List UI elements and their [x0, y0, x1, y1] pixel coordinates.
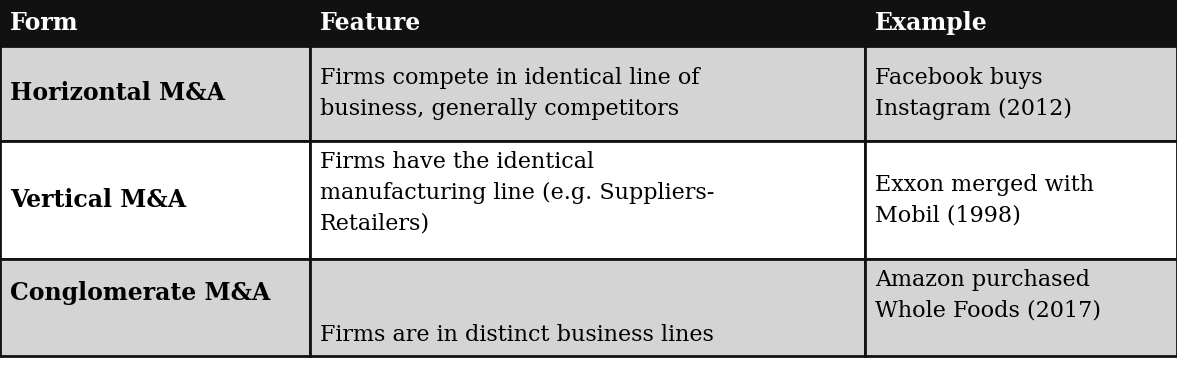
Text: Exxon merged with
Mobil (1998): Exxon merged with Mobil (1998) [875, 174, 1095, 226]
Text: Horizontal M&A: Horizontal M&A [9, 81, 225, 106]
Bar [310, 0, 865, 46]
Bar [310, 259, 865, 356]
Text: Conglomerate M&A: Conglomerate M&A [9, 281, 271, 305]
Bar [865, 259, 1177, 356]
Text: Amazon purchased
Whole Foods (2017): Amazon purchased Whole Foods (2017) [875, 269, 1102, 321]
Text: Firms are in distinct business lines: Firms are in distinct business lines [319, 324, 713, 346]
Bar [865, 0, 1177, 46]
Text: Form: Form [9, 11, 79, 35]
Text: Firms have the identical
manufacturing line (e.g. Suppliers-
Retailers): Firms have the identical manufacturing l… [319, 151, 714, 234]
Text: Vertical M&A: Vertical M&A [9, 188, 186, 212]
Bar [0, 259, 310, 356]
Bar [0, 141, 310, 259]
Bar [310, 46, 865, 141]
Text: Facebook buys
Instagram (2012): Facebook buys Instagram (2012) [875, 67, 1072, 120]
Bar [865, 46, 1177, 141]
Bar [0, 0, 310, 46]
Bar [0, 46, 310, 141]
Text: Example: Example [875, 11, 988, 35]
Bar [310, 141, 865, 259]
Bar [865, 141, 1177, 259]
Text: Feature: Feature [319, 11, 421, 35]
Text: Firms compete in identical line of
business, generally competitors: Firms compete in identical line of busin… [319, 67, 699, 120]
